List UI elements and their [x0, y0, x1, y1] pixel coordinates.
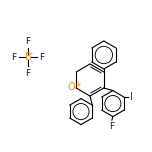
Text: I: I	[130, 92, 133, 102]
Text: F: F	[25, 36, 31, 45]
Text: +: +	[74, 80, 80, 89]
Text: F: F	[109, 122, 114, 131]
Text: F: F	[11, 52, 17, 62]
Text: F: F	[40, 52, 45, 62]
Text: O: O	[67, 83, 75, 93]
Text: F: F	[25, 69, 31, 78]
Text: -: -	[30, 49, 33, 58]
Text: B: B	[25, 52, 31, 62]
